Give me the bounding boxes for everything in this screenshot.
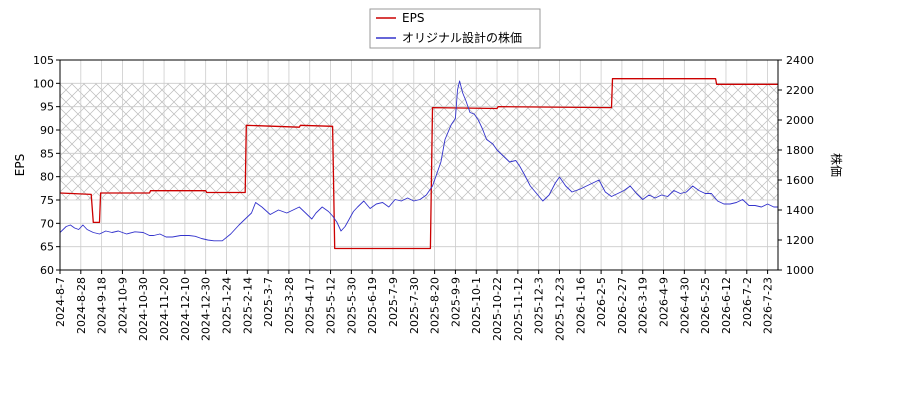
x-tick-label: 2024-11-20: [158, 277, 171, 341]
x-tick-label: 2025-11-12: [512, 277, 525, 341]
left-tick-label: 70: [40, 217, 54, 230]
x-axis-ticks: 2024-8-7 2024-8-28 2024-9-18 2024-10-9 2024-…: [54, 270, 775, 341]
x-tick-label: 2025-6-19: [366, 277, 379, 334]
hatch-band: [60, 83, 778, 200]
x-tick-label: 2025-3-7: [262, 277, 275, 327]
x-tick-label: 2024-8-7: [54, 277, 67, 327]
x-tick-label: 2026-3-19: [637, 277, 650, 334]
x-tick-label: 2026-4-30: [678, 277, 691, 334]
x-tick-label: 2025-5-30: [345, 277, 358, 334]
x-tick-label: 2025-7-9: [387, 277, 400, 327]
x-tick-label: 2025-5-12: [325, 277, 338, 334]
left-tick-label: 80: [40, 171, 54, 184]
right-tick-label: 2400: [786, 54, 814, 67]
x-tick-label: 2024-8-28: [75, 277, 88, 334]
x-tick-label: 2026-5-25: [699, 277, 712, 334]
x-tick-label: 2025-10-22: [491, 277, 504, 341]
x-tick-label: 2026-2-5: [595, 277, 608, 327]
right-tick-label: 2000: [786, 114, 814, 127]
legend-label-eps: EPS: [402, 11, 424, 25]
right-axis-ticks: 1000 1200 1400 1600 1800 2000 2200 2400: [778, 54, 814, 277]
x-tick-label: 2024-12-30: [200, 277, 213, 341]
legend-box: [369, 8, 541, 49]
series-layer: [60, 78, 778, 250]
x-tick-label: 2026-2-27: [616, 277, 629, 334]
x-tick-label: 2024-9-18: [96, 277, 109, 334]
left-axis-ticks: 60 65 70 75 80 85 90 95 100 105: [33, 54, 60, 277]
left-axis-title: EPS: [13, 154, 27, 176]
x-tick-label: 2024-10-30: [137, 277, 150, 341]
left-tick-label: 95: [40, 101, 54, 114]
x-tick-label: 2025-8-20: [429, 277, 442, 334]
left-tick-label: 75: [40, 194, 54, 207]
x-tick-label: 2026-4-9: [658, 277, 671, 327]
legend: EPS オリジナル設計の株価: [369, 8, 541, 49]
x-tick-label: 2026-7-2: [741, 277, 754, 327]
x-tick-label: 2025-1-24: [220, 277, 233, 334]
left-tick-label: 105: [33, 54, 54, 67]
right-tick-label: 1000: [786, 264, 814, 277]
hatch-band-layer: [60, 83, 778, 200]
x-tick-label: 2025-4-17: [304, 277, 317, 334]
x-tick-label: 2025-2-14: [241, 277, 254, 334]
right-tick-label: 1600: [786, 174, 814, 187]
x-tick-label: 2025-3-28: [283, 277, 296, 334]
right-tick-label: 1800: [786, 144, 814, 157]
left-tick-label: 60: [40, 264, 54, 277]
legend-label-stock-price: オリジナル設計の株価: [402, 30, 522, 45]
x-tick-label: 2026-7-23: [762, 277, 775, 334]
x-tick-label: 2025-12-3: [533, 277, 546, 334]
x-tick-label: 2026-6-12: [720, 277, 733, 334]
right-axis-title: 株価: [829, 153, 844, 177]
right-tick-label: 2200: [786, 84, 814, 97]
right-tick-label: 1400: [786, 204, 814, 217]
x-tick-label: 2025-9-9: [449, 277, 462, 327]
x-tick-label: 2025-12-23: [553, 277, 566, 341]
left-tick-label: 100: [33, 77, 54, 90]
x-tick-label: 2025-7-30: [408, 277, 421, 334]
x-tick-label: 2024-12-10: [179, 277, 192, 341]
left-tick-label: 65: [40, 241, 54, 254]
x-tick-label: 2025-10-1: [470, 277, 483, 334]
x-tick-label: 2024-10-9: [116, 277, 129, 334]
series-line-eps: [60, 78, 778, 250]
series-line-stock-price: [60, 80, 778, 242]
plot-frame: [59, 59, 779, 271]
right-tick-label: 1200: [786, 234, 814, 247]
x-tick-label: 2026-1-16: [574, 277, 587, 334]
left-tick-label: 90: [40, 124, 54, 137]
left-tick-label: 85: [40, 147, 54, 160]
